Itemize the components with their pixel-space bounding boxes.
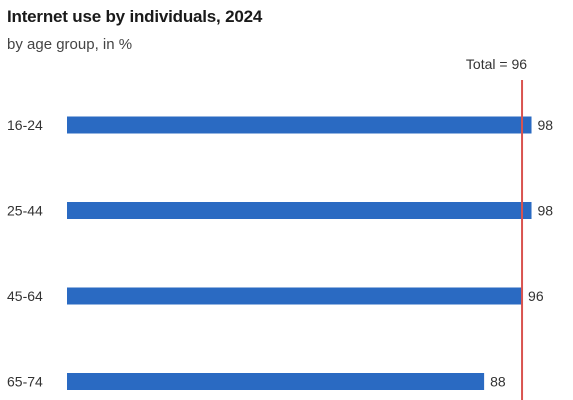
value-label: 98 <box>538 117 554 133</box>
category-label: 45-64 <box>7 288 43 304</box>
chart-title: Internet use by individuals, 2024 <box>7 7 263 26</box>
bar-45-64 <box>67 287 523 305</box>
chart-subtitle: by age group, in % <box>7 36 133 53</box>
bar-25-44 <box>67 202 532 219</box>
total-reference-label: Total = 96 <box>466 56 527 72</box>
value-label: 98 <box>538 203 554 219</box>
value-label: 96 <box>528 288 544 304</box>
value-label: 88 <box>490 374 506 390</box>
category-label: 25-44 <box>7 203 43 219</box>
bar-65-74 <box>67 373 485 390</box>
category-label: 65-74 <box>7 374 43 390</box>
bar-16-24 <box>67 116 532 134</box>
category-label: 16-24 <box>7 117 43 133</box>
